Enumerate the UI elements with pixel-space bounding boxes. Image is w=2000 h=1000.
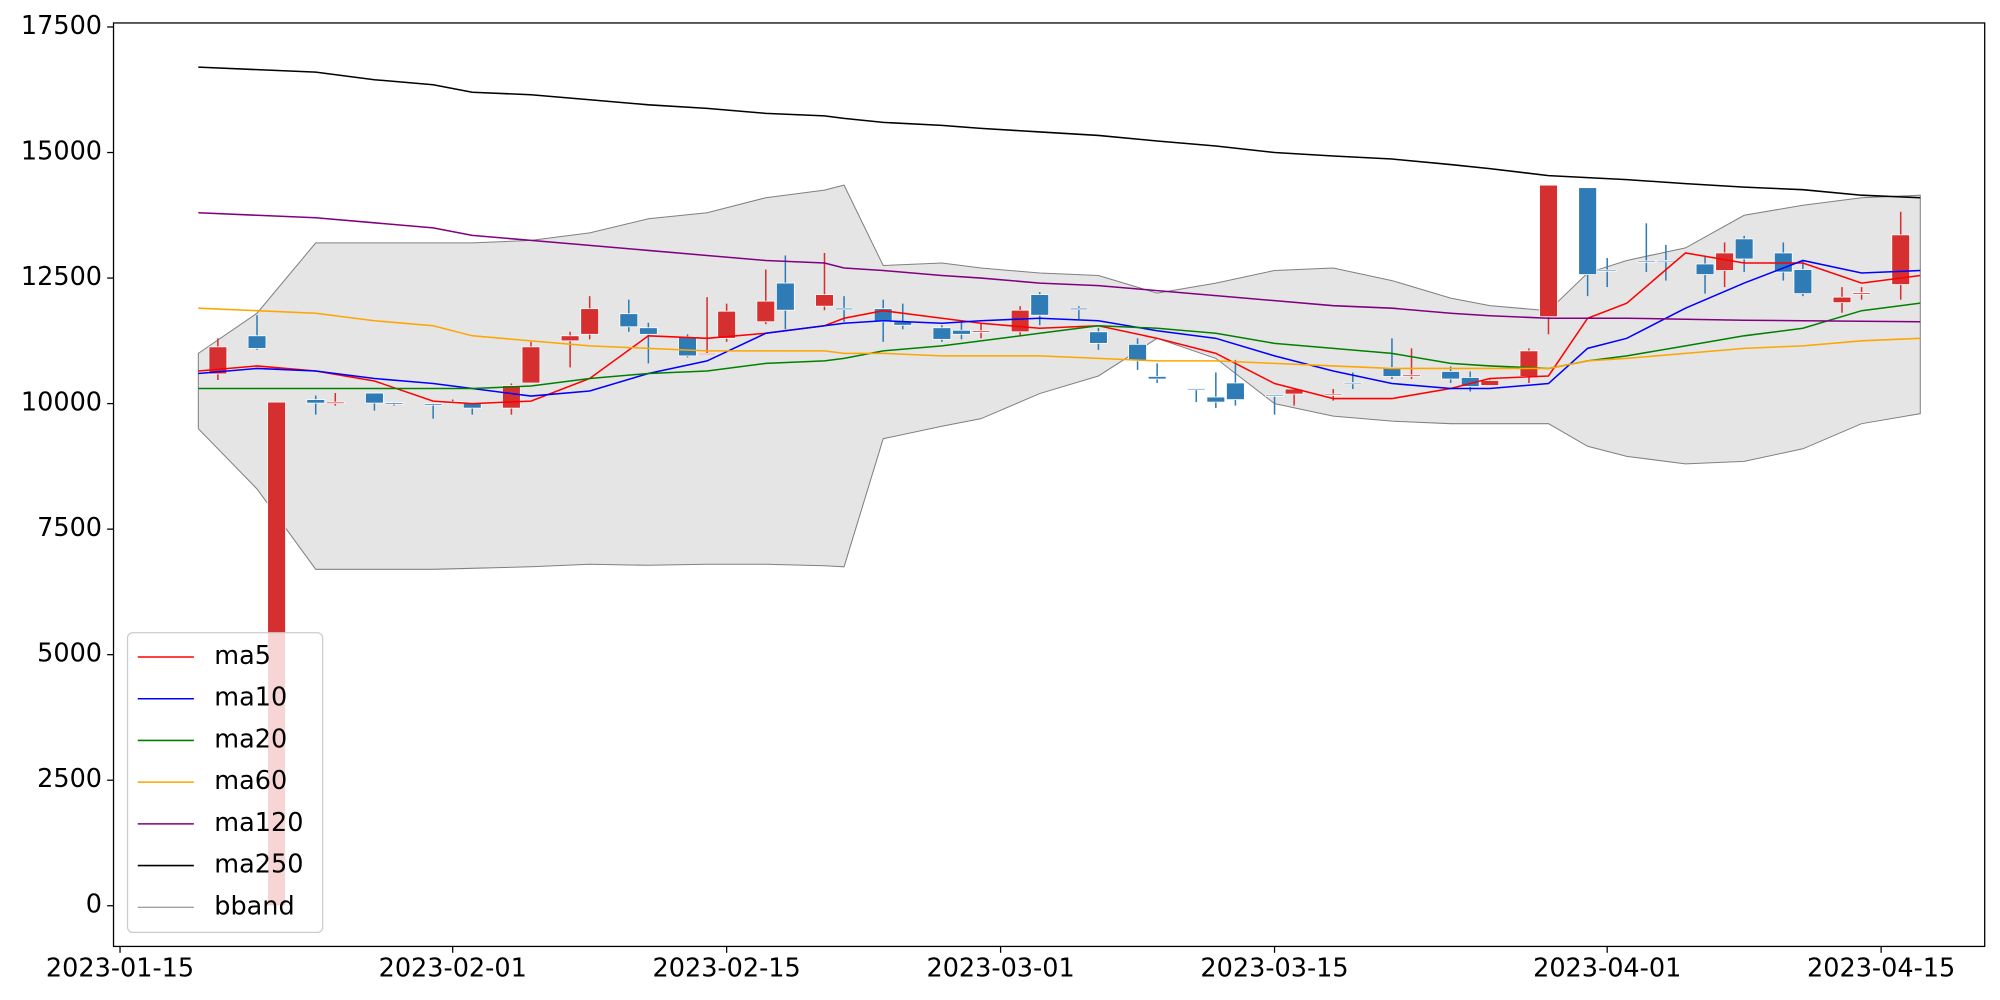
candle-body — [1793, 269, 1813, 295]
candle-body — [1715, 252, 1734, 271]
candle-body — [1441, 371, 1460, 380]
legend-label: ma10 — [214, 683, 287, 713]
candle-body — [971, 330, 991, 333]
ma-line — [198, 66, 1921, 199]
candle-body — [1343, 382, 1363, 385]
candle-body — [560, 335, 580, 342]
candle-body — [384, 402, 404, 405]
x-tick-label: 2023-01-15 — [46, 953, 194, 983]
candle-body — [1852, 292, 1871, 295]
candle-body — [639, 327, 658, 335]
candle-body — [619, 313, 639, 328]
candle-body — [423, 403, 443, 406]
candle-body — [1402, 374, 1421, 377]
candle-body — [1597, 269, 1617, 272]
legend-label: ma60 — [214, 766, 287, 796]
legend-label: ma20 — [214, 724, 287, 754]
candle-body — [1226, 382, 1245, 400]
legend-label: ma120 — [214, 808, 303, 838]
y-tick-label: 10000 — [21, 388, 102, 418]
ma-line — [198, 302, 1921, 390]
ma-line — [198, 259, 1921, 397]
y-tick-label: 12500 — [21, 262, 102, 292]
candle-body — [1734, 238, 1754, 260]
candle-body — [697, 352, 717, 356]
candle-body — [365, 392, 384, 404]
candle-body — [952, 329, 971, 335]
legend-box — [126, 632, 324, 934]
candle-body — [521, 346, 541, 384]
candle-body — [815, 294, 834, 307]
candle-body — [717, 310, 736, 339]
candle-body — [1089, 331, 1108, 344]
legend-label: ma5 — [214, 641, 271, 671]
ma-line — [198, 212, 1921, 323]
candle-body — [678, 336, 697, 357]
ma-line — [198, 252, 1921, 405]
candle-body — [1637, 260, 1656, 263]
candle-body — [208, 346, 228, 375]
candle-body — [1069, 307, 1089, 311]
y-tick-label: 17500 — [21, 11, 102, 41]
candle-body — [1519, 350, 1539, 377]
candle-body — [580, 308, 599, 335]
legend: ma5 ma10 ma20 ma60 ma120 ma250 bband — [126, 632, 324, 934]
x-tick-label: 2023-02-01 — [379, 953, 527, 983]
candle-body — [306, 399, 326, 404]
candle-body — [502, 385, 521, 409]
candle-body — [1147, 376, 1167, 380]
candle-body — [776, 282, 795, 311]
x-tick-label: 2023-03-01 — [926, 953, 1074, 983]
candle-body — [834, 307, 854, 311]
candle-body — [1010, 309, 1030, 333]
legend-label: bband — [214, 891, 294, 921]
candle-body — [1323, 393, 1343, 396]
y-tick-label: 15000 — [21, 137, 102, 167]
x-tick-label: 2023-04-01 — [1533, 953, 1681, 983]
candle-body — [1832, 296, 1852, 304]
candle-body — [247, 335, 267, 349]
candle-body — [325, 401, 345, 404]
candle-body — [1206, 396, 1226, 403]
ma-line — [198, 307, 1921, 370]
axes-frame — [112, 22, 1986, 948]
candle-body — [1578, 187, 1597, 275]
candle-body — [756, 300, 776, 323]
candle-body — [1128, 343, 1147, 362]
y-tick-label: 0 — [86, 890, 102, 920]
y-tick-label: 5000 — [37, 639, 102, 669]
candle-body — [1695, 263, 1715, 275]
candle-body — [1186, 388, 1206, 391]
candle-body — [1265, 394, 1284, 397]
candle-body — [1030, 294, 1050, 316]
candle-body — [1539, 184, 1558, 318]
candle-body — [932, 327, 952, 340]
plot-area: 0 2500 5000 7500 10000 12500 15000 17500 2023-01… — [21, 11, 1986, 983]
x-tick-label: 2023-02-15 — [653, 953, 801, 983]
x-tick-label: 2023-04-15 — [1807, 953, 1955, 983]
candle-body — [1382, 367, 1402, 377]
legend-label: ma250 — [214, 850, 303, 880]
candle-body — [1480, 380, 1500, 386]
band-area — [197, 184, 1921, 570]
candle-body — [1656, 260, 1676, 263]
y-tick-label: 7500 — [37, 513, 102, 543]
x-tick-label: 2023-03-15 — [1200, 953, 1348, 983]
y-tick-label: 2500 — [37, 764, 102, 794]
